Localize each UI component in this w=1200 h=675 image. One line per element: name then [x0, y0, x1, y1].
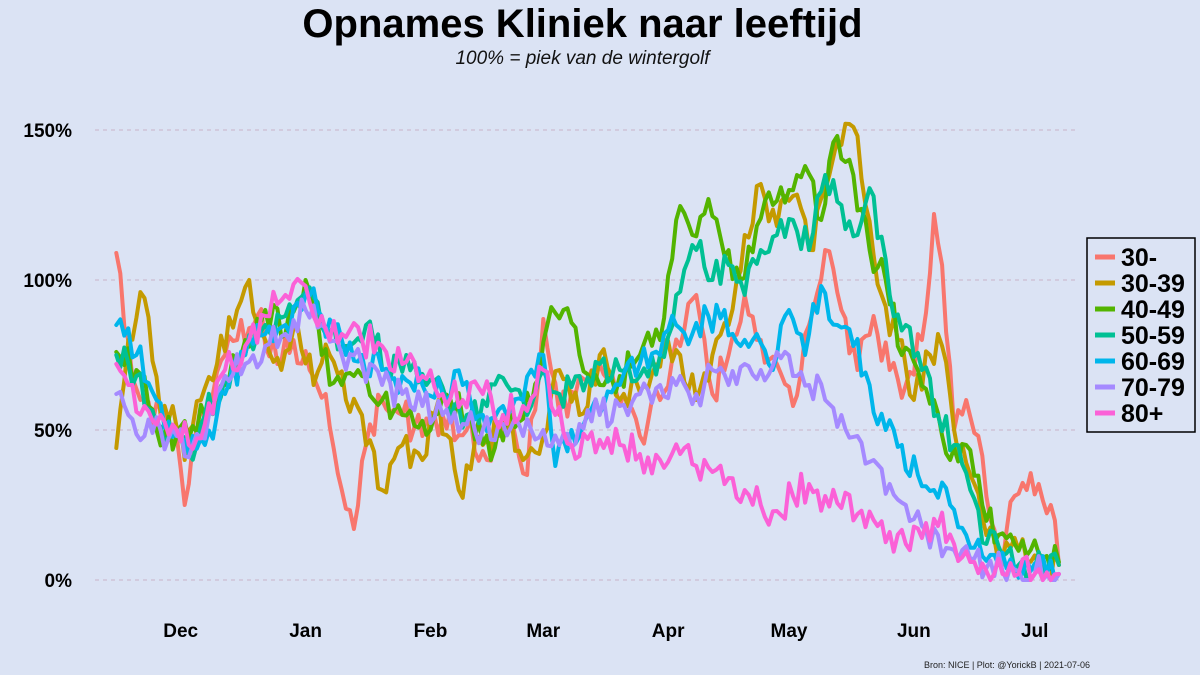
series-line-70-79: [114, 297, 1061, 582]
chart-title: Opnames Kliniek naar leeftijd: [302, 2, 863, 46]
series-lines: [114, 121, 1061, 582]
x-axis-ticks: Dec Jan Feb Mar Apr May Jun Jul: [163, 621, 1048, 642]
series-line-80+: [114, 277, 1061, 582]
y-tick-label: 100%: [23, 271, 72, 292]
y-tick-label: 0%: [45, 571, 73, 592]
y-tick-label: 150%: [23, 121, 72, 142]
legend-label: 80+: [1121, 400, 1163, 428]
legend-label: 40-49: [1121, 296, 1185, 324]
x-tick-label: Jul: [1021, 621, 1048, 642]
legend-label: 30-: [1121, 244, 1157, 272]
x-tick-label: Jun: [897, 621, 931, 642]
gridlines: [95, 129, 1075, 581]
series-line-30-39: [114, 121, 1061, 582]
legend-label: 70-79: [1121, 374, 1185, 402]
x-tick-label: Jan: [289, 621, 322, 642]
source-caption: Bron: NICE | Plot: @YorickB | 2021-07-06: [923, 660, 1090, 670]
legend-label: 60-69: [1121, 348, 1185, 376]
legend-label: 30-39: [1121, 270, 1185, 298]
x-tick-label: Apr: [652, 621, 685, 642]
y-tick-label: 50%: [34, 421, 72, 442]
x-tick-label: Feb: [414, 621, 448, 642]
x-tick-label: Dec: [163, 621, 198, 642]
legend-label: 50-59: [1121, 322, 1185, 350]
y-axis-ticks: 0% 50% 100% 150%: [23, 121, 72, 592]
series-line-40-49: [114, 134, 1061, 571]
x-tick-label: May: [771, 621, 808, 642]
chart-subtitle: 100% = piek van de wintergolf: [455, 48, 710, 69]
x-tick-label: Mar: [526, 621, 560, 642]
